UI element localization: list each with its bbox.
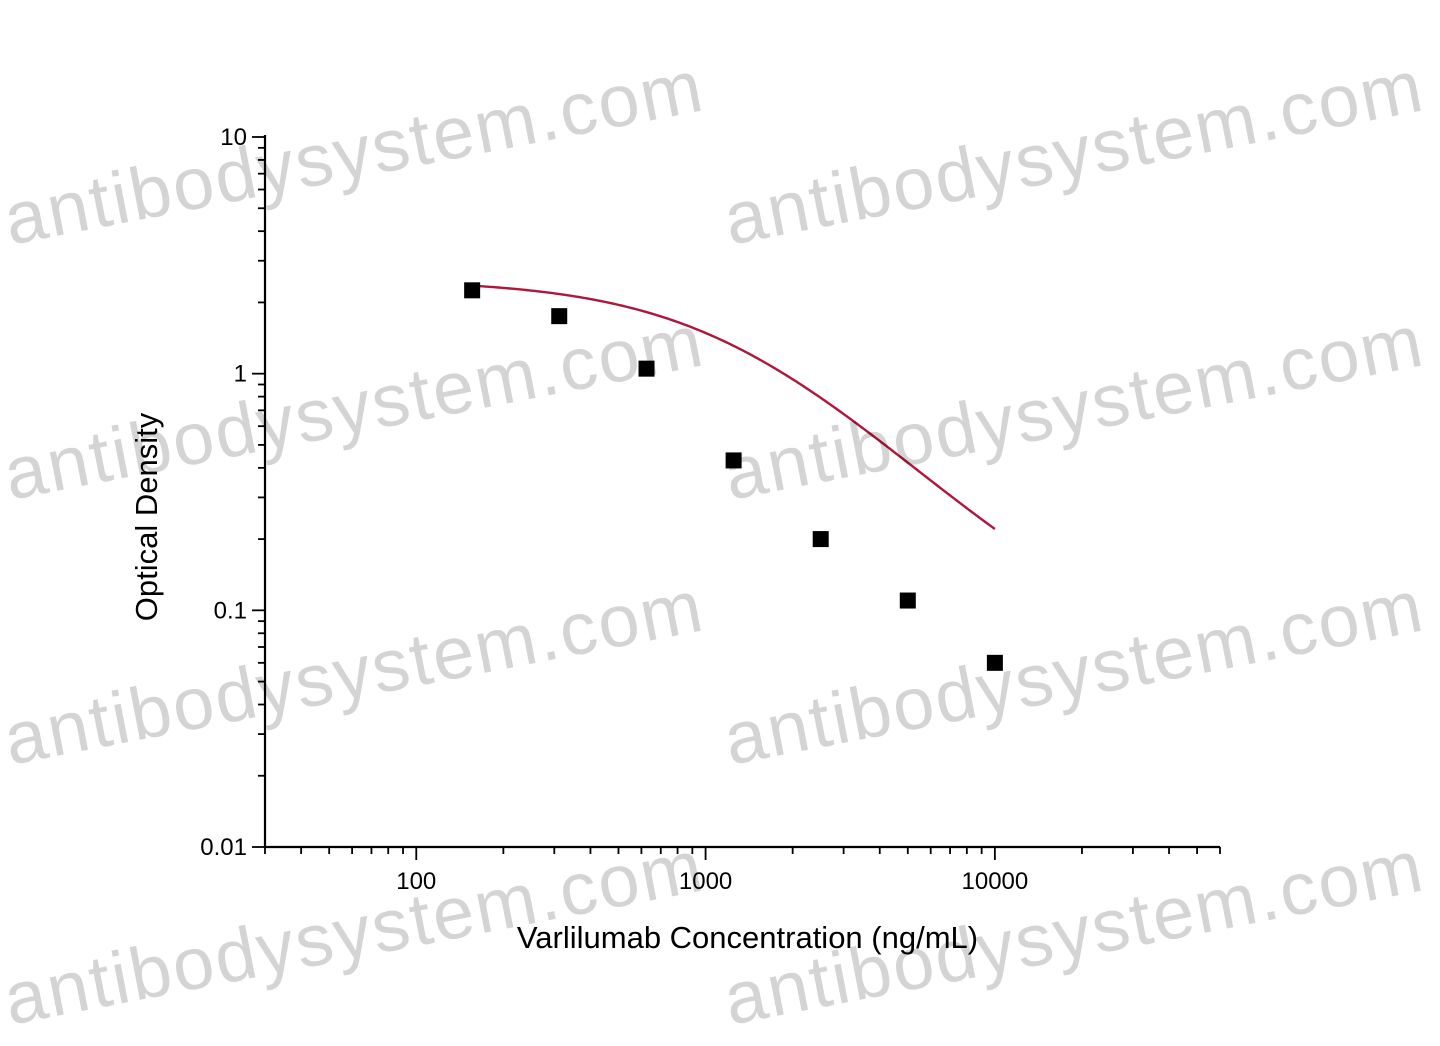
data-point <box>812 531 829 548</box>
y-tick-label: 1 <box>234 361 247 388</box>
x-tick-label: 100 <box>396 868 436 895</box>
fit-group <box>472 284 996 530</box>
watermark-text: antibodysystem.com <box>0 564 710 781</box>
data-point <box>551 308 568 325</box>
y-tick-label: 0.1 <box>214 597 247 624</box>
x-axis-title: Varlilumab Concentration (ng/mL) <box>517 920 978 955</box>
x-tick-label: 1000 <box>679 868 732 895</box>
data-point <box>638 360 655 377</box>
data-point <box>986 654 1003 671</box>
data-point <box>899 592 916 609</box>
ticks: 100 1000 10000 0.01 0.1 1 10 <box>200 124 1221 895</box>
y-tick-label: 10 <box>220 124 247 151</box>
watermark-text: antibodysystem.com <box>717 44 1430 261</box>
data-points <box>464 282 1003 671</box>
x-tick-label: 10000 <box>962 868 1029 895</box>
watermark-text: antibodysystem.com <box>0 44 710 261</box>
data-point <box>464 282 481 299</box>
axes <box>263 135 1220 849</box>
fit-curve <box>472 284 996 530</box>
y-tick-label: 0.01 <box>200 834 247 861</box>
watermark-text: antibodysystem.com <box>0 299 710 516</box>
data-point <box>725 452 742 469</box>
y-axis-title: Optical Density <box>129 412 164 621</box>
watermark-text: antibodysystem.com <box>717 299 1430 516</box>
watermark-text: antibodysystem.com <box>717 564 1430 781</box>
